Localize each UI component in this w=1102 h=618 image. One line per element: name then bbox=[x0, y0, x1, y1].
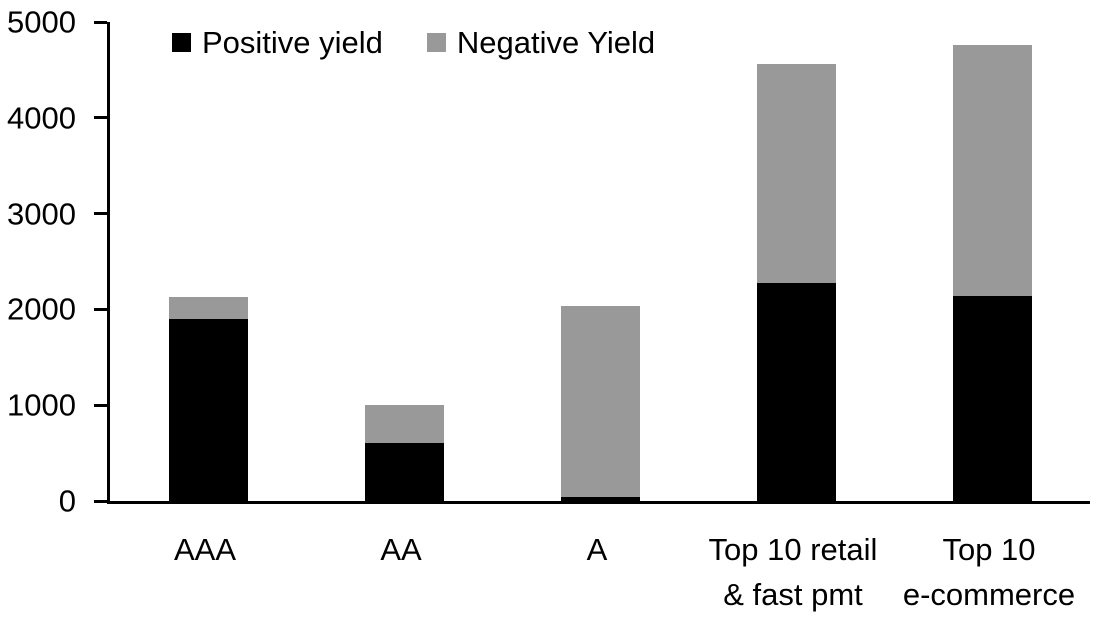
y-axis-label-0: 0 bbox=[58, 483, 76, 519]
legend-item-positive-yield: Positive yield bbox=[172, 27, 383, 58]
y-axis-label-5000: 5000 bbox=[7, 4, 76, 40]
legend-swatch-positive-yield bbox=[172, 33, 191, 52]
bar-3-segment-negative-yield bbox=[560, 305, 640, 498]
bar-3-segment-positive-yield bbox=[560, 497, 640, 501]
legend-label-negative-yield: Negative Yield bbox=[456, 25, 656, 60]
bar-2-segment-positive-yield bbox=[364, 442, 444, 501]
bar-slot-3 bbox=[502, 22, 698, 501]
legend-item-negative-yield: Negative Yield bbox=[426, 25, 656, 60]
bar-1 bbox=[168, 297, 248, 501]
bar-2 bbox=[364, 405, 444, 501]
x-axis-label-5: Top 10 e-commerce bbox=[902, 532, 1076, 612]
y-axis-label-4000: 4000 bbox=[7, 100, 76, 136]
x-axis-label-2: AA bbox=[380, 532, 422, 567]
y-axis-label-3000: 3000 bbox=[7, 196, 76, 232]
bar-4 bbox=[756, 64, 836, 501]
bar-slot-2 bbox=[306, 22, 502, 501]
bar-1-segment-positive-yield bbox=[168, 319, 248, 501]
x-axis: AAA AA A Top 10 retail & fast pmt Top 10 e-c… bbox=[107, 527, 1087, 617]
x-axis-label-3: A bbox=[586, 532, 608, 567]
bar-slot-4 bbox=[698, 22, 894, 501]
legend-swatch-negative-yield bbox=[426, 33, 446, 52]
bar-1-segment-negative-yield bbox=[168, 297, 248, 319]
y-tick-5000 bbox=[94, 20, 107, 24]
bar-5-segment-positive-yield bbox=[952, 296, 1032, 501]
bar-4-segment-negative-yield bbox=[756, 64, 836, 283]
bar-slot-5 bbox=[894, 22, 1090, 501]
legend-label-positive-yield: Positive yield bbox=[202, 25, 383, 60]
bar-slot-1 bbox=[110, 22, 306, 501]
x-axis-label-1: AAA bbox=[173, 532, 237, 567]
bar-2-segment-negative-yield bbox=[364, 405, 444, 443]
bar-3 bbox=[560, 305, 640, 501]
y-tick-4000 bbox=[94, 116, 107, 120]
y-tick-0 bbox=[94, 499, 107, 503]
x-axis-label-4: Top 10 retail & fast pmt bbox=[708, 532, 878, 612]
y-tick-3000 bbox=[94, 212, 107, 216]
plot-area bbox=[94, 20, 1090, 504]
legend: Positive yield Negative Yield bbox=[172, 27, 655, 58]
bar-4-segment-positive-yield bbox=[756, 282, 836, 501]
bar-5-segment-negative-yield bbox=[952, 45, 1032, 296]
y-axis-label-1000: 1000 bbox=[7, 387, 76, 423]
bar-5 bbox=[952, 45, 1032, 501]
y-tick-2000 bbox=[94, 307, 107, 311]
y-axis: 0 1000 2000 3000 4000 5000 bbox=[0, 7, 76, 517]
y-tick-1000 bbox=[94, 403, 107, 407]
y-axis-label-2000: 2000 bbox=[7, 291, 76, 327]
